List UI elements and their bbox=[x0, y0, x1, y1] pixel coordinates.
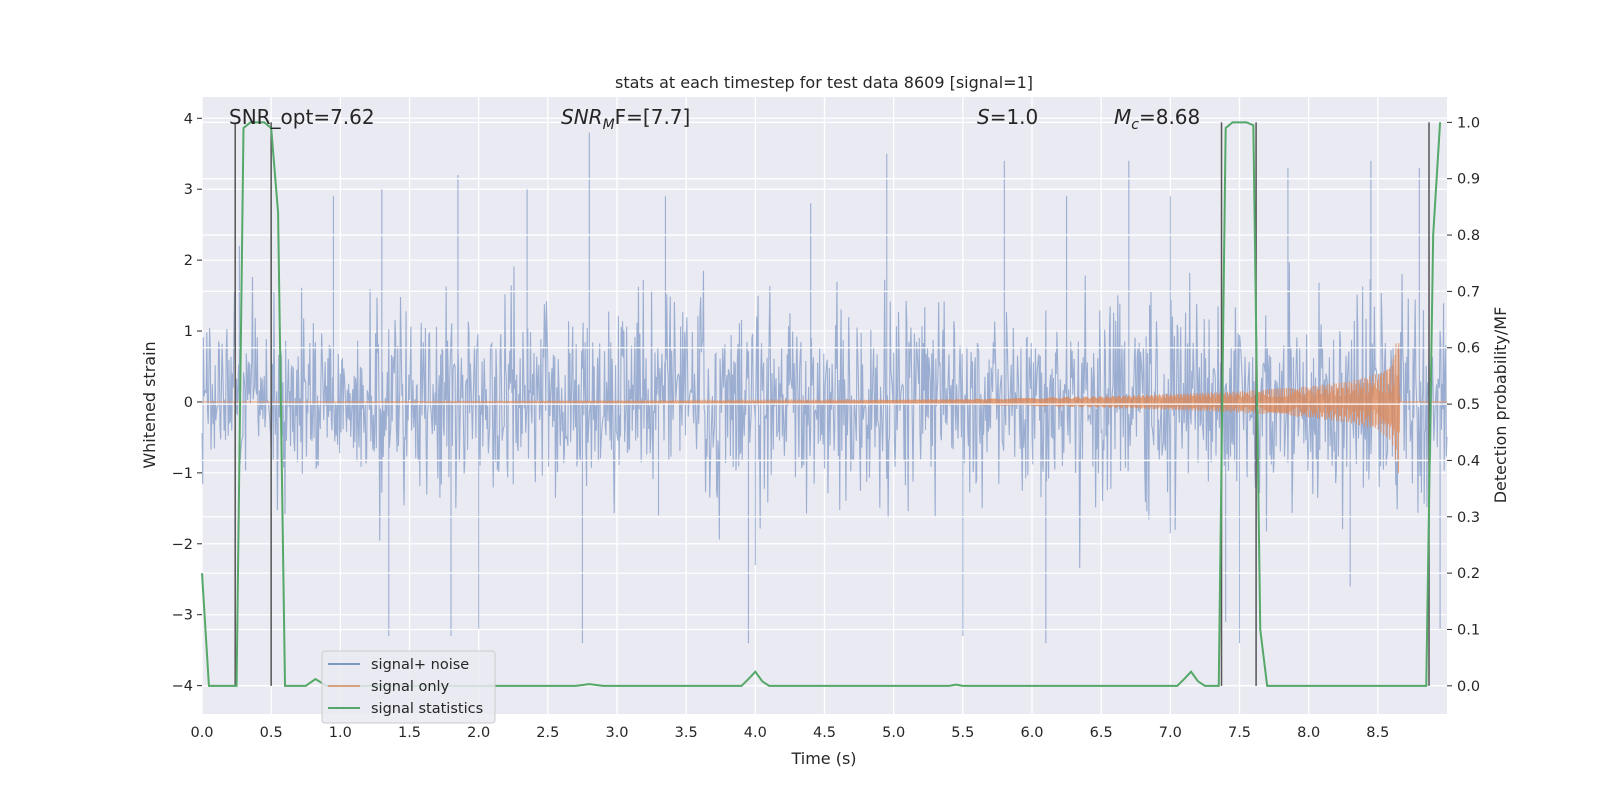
y2-tick-label: 0.7 bbox=[1457, 284, 1480, 300]
series-signal-statistics-line bbox=[201, 121, 1442, 687]
signal-only-series bbox=[202, 343, 1447, 474]
snr-mf-annotation: SNRMF=[7.7] bbox=[561, 105, 690, 133]
signal-statistics-series bbox=[201, 121, 1442, 687]
x-tick-label: 6.5 bbox=[1090, 725, 1113, 741]
x-tick-label: 2.5 bbox=[536, 725, 559, 741]
y-tick-label: 3 bbox=[184, 182, 193, 198]
y2-tick-label: 0.6 bbox=[1457, 341, 1480, 357]
snr-mf-main: SNR bbox=[561, 105, 603, 129]
y2-tick-labels: 1.0 0.9 0.8 0.7 0.6 0.5 0.4 0.3 0.2 0.1 0.0 bbox=[1447, 115, 1480, 695]
mc-main: M bbox=[1114, 105, 1131, 129]
y2-tick-label: 1.0 bbox=[1457, 115, 1480, 131]
snr-mf-rest: F=[7.7] bbox=[615, 105, 691, 129]
mc-rest: =8.68 bbox=[1139, 105, 1200, 129]
x-tick-label: 0.5 bbox=[260, 725, 283, 741]
x-tick-label: 4.0 bbox=[744, 725, 767, 741]
y-tick-label: 1 bbox=[184, 324, 193, 340]
x-tick-label: 6.0 bbox=[1020, 725, 1043, 741]
y-tick-label: −4 bbox=[172, 679, 193, 695]
x-axis-label: Time (s) bbox=[790, 749, 856, 768]
y-tick-label: 4 bbox=[184, 111, 193, 127]
x-tick-label: 1.5 bbox=[398, 725, 421, 741]
y-tick-label: 2 bbox=[184, 253, 193, 269]
x-tick-label: 5.5 bbox=[951, 725, 974, 741]
series-signal-only-line bbox=[202, 343, 1447, 474]
y2-tick-label: 0.4 bbox=[1457, 453, 1480, 469]
y2-tick-label: 0.1 bbox=[1457, 622, 1480, 638]
x-tick-label: 0.0 bbox=[190, 725, 213, 741]
legend-label-signal-only: signal only bbox=[371, 679, 450, 695]
x-tick-labels: 0.0 0.5 1.0 1.5 2.0 2.5 3.0 3.5 4.0 4.5 5.0 5.5 6.0 6… bbox=[190, 725, 1389, 741]
y-tick-labels: 4 3 2 1 0 −1 −2 −3 −4 bbox=[172, 111, 202, 695]
mc-subscript: c bbox=[1131, 117, 1139, 133]
y2-tick-label: 0.8 bbox=[1457, 228, 1480, 244]
y2-axis-label: Detection probability/MF bbox=[1491, 307, 1510, 504]
y2-tick-label: 0.3 bbox=[1457, 510, 1480, 526]
y-tick-label: −3 bbox=[172, 608, 193, 624]
x-tick-label: 8.0 bbox=[1297, 725, 1320, 741]
y-tick-label: −2 bbox=[172, 537, 193, 553]
y-tick-label: −1 bbox=[172, 466, 193, 482]
legend-label-signal-noise: signal+ noise bbox=[371, 657, 469, 673]
x-tick-label: 7.0 bbox=[1159, 725, 1182, 741]
s-main: S bbox=[977, 105, 990, 129]
y2-tick-label: 0.5 bbox=[1457, 397, 1480, 413]
s-rest: =1.0 bbox=[990, 105, 1039, 129]
y2-tick-label: 0.0 bbox=[1457, 679, 1480, 695]
mc-annotation: Mc=8.68 bbox=[1114, 105, 1200, 133]
x-tick-label: 2.0 bbox=[467, 725, 490, 741]
x-tick-label: 3.0 bbox=[605, 725, 628, 741]
legend: signal+ noise signal only signal statist… bbox=[321, 650, 496, 724]
legend-box bbox=[321, 650, 496, 724]
x-tick-label: 8.5 bbox=[1366, 725, 1389, 741]
x-tick-label: 4.5 bbox=[813, 725, 836, 741]
y2-tick-label: 0.2 bbox=[1457, 566, 1480, 582]
chart-title: stats at each timestep for test data 860… bbox=[615, 73, 1033, 92]
y-axis-label: Whitened strain bbox=[140, 341, 159, 468]
snr-opt-annotation: SNR_opt=7.62 bbox=[229, 105, 375, 129]
x-tick-label: 3.5 bbox=[675, 725, 698, 741]
snr-mf-subscript: M bbox=[603, 117, 615, 133]
x-tick-label: 1.0 bbox=[329, 725, 352, 741]
legend-label-signal-statistics: signal statistics bbox=[371, 701, 483, 717]
x-tick-label: 5.0 bbox=[882, 725, 905, 741]
signal-noise-series bbox=[201, 132, 1448, 644]
series-signal-noise-line bbox=[201, 132, 1448, 644]
s-annotation: S=1.0 bbox=[977, 105, 1038, 129]
x-tick-label: 7.5 bbox=[1228, 725, 1251, 741]
y2-tick-label: 0.9 bbox=[1457, 172, 1480, 188]
y-tick-label: 0 bbox=[184, 395, 193, 411]
